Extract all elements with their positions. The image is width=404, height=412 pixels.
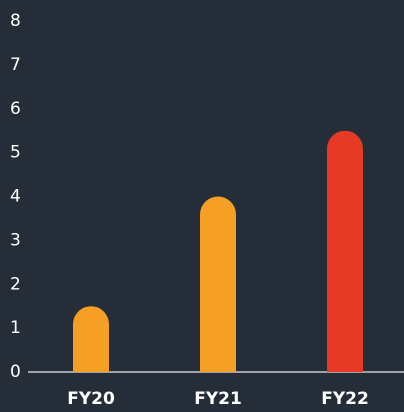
y-tick-label: 5 [10, 143, 21, 163]
bar-fy22 [327, 130, 363, 372]
y-tick-label: 8 [10, 11, 21, 31]
x-tick-label-fy21: FY21 [194, 389, 242, 407]
y-tick-label: 6 [10, 99, 21, 119]
y-tick-label: 3 [10, 230, 21, 250]
y-tick-label: 2 [10, 274, 21, 294]
y-axis-ticks: 0 1 2 3 4 5 6 7 8 [10, 11, 21, 382]
bar-fy20 [73, 306, 109, 372]
y-tick-label: 7 [10, 55, 21, 75]
x-tick-label-fy20: FY20 [67, 389, 115, 407]
y-tick-label: 4 [10, 187, 21, 207]
x-axis-ticks: FY20 FY21 FY22 [67, 389, 369, 409]
bar-fy21 [200, 196, 237, 372]
y-tick-label: 1 [10, 318, 21, 338]
bars-group [73, 130, 363, 372]
y-tick-label: 0 [10, 362, 21, 382]
x-tick-label-fy22: FY22 [321, 389, 369, 407]
